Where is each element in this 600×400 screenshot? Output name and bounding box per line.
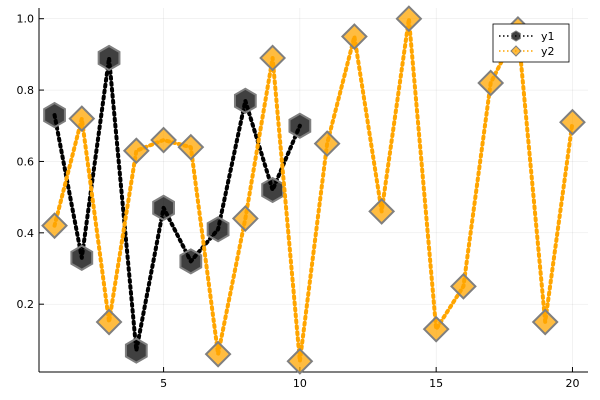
legend-swatch-marker	[511, 30, 521, 42]
series-y2-point	[559, 108, 586, 136]
series-y2-point	[368, 197, 396, 225]
series-y2-point	[68, 105, 96, 133]
x-tick-label: 15	[429, 377, 443, 390]
series-y2-point	[531, 308, 559, 336]
y-tick-label: 1.0	[17, 13, 35, 26]
y-tick-label: 0.8	[17, 84, 35, 97]
legend-item-y1: y1	[499, 30, 555, 43]
legend-swatch-marker	[510, 45, 522, 57]
y-tick-label: 0.4	[17, 227, 35, 240]
series-y2-point	[177, 133, 205, 161]
x-tick-label: 20	[565, 377, 579, 390]
series-y2-point	[450, 272, 477, 300]
x-tick-label: 5	[160, 377, 167, 390]
legend-box	[492, 23, 570, 63]
series-y2-point	[395, 5, 423, 33]
series-y2-point	[95, 308, 123, 336]
series-y2-point	[422, 315, 450, 343]
x-tick-label: 10	[293, 377, 307, 390]
series-y1-point	[43, 101, 66, 129]
series-y1-point	[206, 216, 230, 243]
series-y2-point	[150, 126, 177, 154]
series-y2-point	[340, 23, 368, 50]
series-y1-point	[152, 194, 175, 221]
series-y1-point	[97, 44, 121, 72]
series-y2-point	[286, 347, 314, 375]
series-y1-point	[233, 87, 257, 114]
series-y1-point	[70, 244, 94, 271]
series	[41, 5, 586, 375]
legend-label: y2	[541, 45, 555, 58]
y-tick-label: 0.6	[17, 155, 35, 168]
series-y1-point	[124, 337, 148, 364]
series-y1	[43, 44, 312, 364]
series-y1-point	[179, 248, 203, 275]
series-y1-point	[261, 176, 284, 204]
series-y2-point	[477, 69, 505, 97]
series-y2-point	[231, 205, 259, 232]
legend-label: y1	[541, 30, 555, 43]
series-y2-point	[259, 44, 287, 72]
series-y2-point	[41, 212, 68, 240]
series-y2-point	[122, 137, 150, 165]
series-y2-point	[204, 340, 232, 368]
series-y2	[41, 5, 586, 375]
legend-item-y2: y2	[499, 45, 555, 58]
y-tick-label: 0.2	[17, 298, 35, 311]
tick-labels: 5 10 15 20 0.2 0.4 0.6 0.8 1.0	[17, 13, 580, 390]
series-y1-point	[288, 112, 312, 139]
series-y1-line	[52, 55, 302, 353]
series-y2-point	[313, 130, 341, 158]
